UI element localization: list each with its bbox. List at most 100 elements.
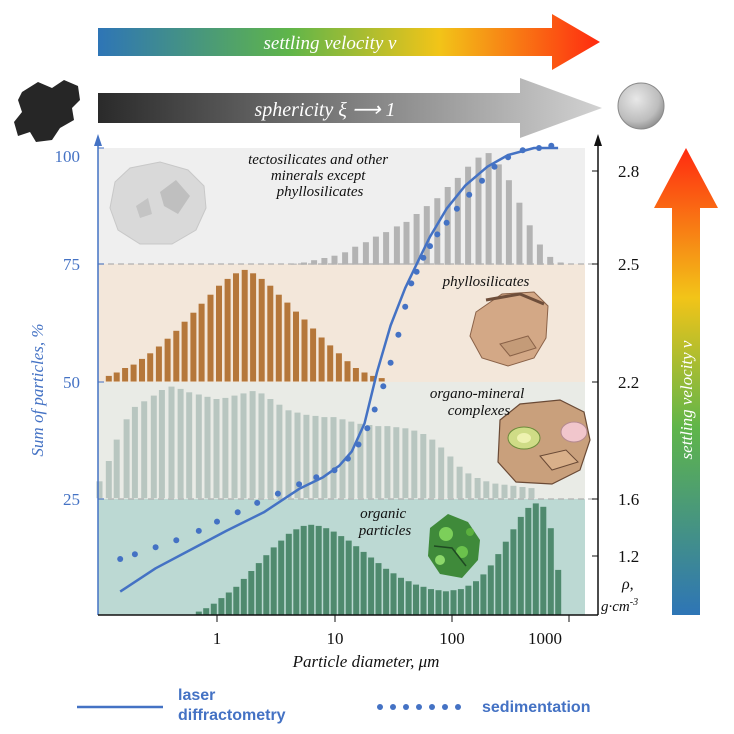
histogram-bar-2-29: [357, 423, 364, 499]
histogram-bar-2-44: [492, 483, 499, 499]
sedimentation-point-17: [387, 359, 394, 366]
histogram-bar-0-9: [383, 232, 390, 265]
histogram-bar-1-29: [352, 368, 359, 382]
histogram-bar-3-2: [210, 603, 217, 615]
histogram-bar-3-40: [495, 554, 502, 615]
histogram-bar-0-17: [465, 166, 472, 265]
histogram-bar-3-28: [405, 581, 412, 615]
histogram-bar-3-5: [233, 586, 240, 615]
histogram-bar-3-23: [368, 557, 375, 615]
right-unit-gcm: g·cm-3: [601, 597, 638, 615]
histogram-bar-3-45: [532, 503, 539, 615]
histogram-bar-1-1: [113, 372, 120, 382]
histogram-bar-0-5: [342, 252, 349, 265]
histogram-bar-2-9: [177, 388, 184, 499]
histogram-bar-3-26: [390, 573, 397, 615]
histogram-bar-2-19: [267, 399, 274, 499]
histogram-bar-3-8: [255, 563, 262, 615]
histogram-bar-2-3: [123, 419, 130, 499]
left-tick-75: 75: [63, 255, 80, 274]
histogram-bar-3-35: [457, 589, 464, 615]
histogram-bar-2-6: [150, 395, 157, 499]
right-tick-2.5: 2.5: [618, 255, 639, 274]
phyllosilicate-mineral-icon: [469, 291, 549, 367]
left-axis-label: Sum of particles, %: [28, 323, 47, 456]
x-tick-1000: 1000: [528, 629, 562, 648]
phyllo-label: phyllosilicates: [442, 274, 530, 290]
histogram-bar-3-24: [375, 563, 382, 615]
histogram-bar-0-8: [372, 236, 379, 265]
sedimentation-point-0: [117, 556, 124, 562]
sedimentation-point-7: [254, 499, 261, 506]
histogram-bar-3-15: [308, 524, 315, 615]
histogram-bar-0-11: [403, 221, 410, 265]
histogram-bar-1-11: [198, 303, 205, 382]
histogram-bar-2-30: [366, 425, 373, 499]
histogram-bar-1-26: [327, 345, 334, 382]
histogram-bar-1-6: [155, 346, 162, 382]
histogram-bar-3-25: [383, 568, 390, 615]
histogram-bar-2-34: [402, 428, 409, 499]
histogram-bar-1-17: [250, 273, 257, 382]
histogram-bar-2-7: [158, 390, 165, 499]
histogram-bar-1-10: [190, 312, 197, 382]
sedimentation-point-10: [313, 474, 320, 481]
histogram-bar-0-18: [475, 157, 482, 265]
histogram-bar-0-25: [547, 256, 554, 265]
histogram-bar-2-39: [447, 456, 454, 499]
histogram-bar-2-46: [510, 485, 517, 499]
histogram-bar-1-12: [207, 294, 214, 382]
settling-velocity-arrow-right: settling velocity v: [654, 148, 718, 615]
histogram-bar-2-38: [438, 447, 445, 499]
histogram-bar-0-20: [495, 164, 502, 265]
histogram-bar-2-16: [240, 393, 247, 499]
histogram-bar-3-46: [540, 506, 547, 615]
histogram-bar-2-33: [393, 427, 400, 499]
right-tick-2.2: 2.2: [618, 373, 639, 392]
histogram-bar-1-20: [275, 294, 282, 382]
histogram-bar-0-1: [301, 262, 307, 265]
histogram-bar-1-24: [310, 328, 317, 382]
histogram-bar-0-3: [321, 258, 328, 265]
histogram-bar-1-23: [301, 319, 308, 382]
sphere-particle-icon: [617, 82, 665, 130]
histogram-bar-3-12: [285, 533, 292, 615]
sedimentation-point-21: [413, 268, 420, 275]
right-tick-1.6: 1.6: [618, 490, 639, 509]
organic-label: organic particles: [358, 506, 412, 539]
organic-particle-icon: [428, 514, 480, 578]
histogram-bar-2-0: [96, 481, 103, 499]
histogram-bar-0-13: [423, 206, 430, 265]
settling-velocity-right-label: settling velocity v: [677, 340, 696, 459]
sedimentation-point-12: [344, 455, 351, 462]
histogram-bar-3-36: [465, 585, 472, 615]
sphericity-label: sphericity ξ ⟶ 1: [254, 99, 395, 121]
histogram-bar-2-42: [474, 478, 481, 499]
histogram-bar-3-37: [473, 581, 479, 615]
settling-velocity-top-label: settling velocity v: [264, 33, 398, 54]
histogram-bar-1-21: [284, 302, 291, 382]
sedimentation-point-1: [131, 551, 138, 558]
histogram-bar-3-16: [315, 525, 322, 615]
histogram-bar-2-22: [294, 412, 301, 499]
histogram-bar-3-43: [517, 516, 524, 615]
histogram-bar-2-31: [375, 426, 382, 499]
histogram-bar-1-25: [318, 337, 325, 382]
histogram-bar-1-15: [233, 273, 239, 382]
histogram-bar-1-32: [378, 378, 385, 382]
right-tick-2.8: 2.8: [618, 162, 639, 181]
histogram-bar-2-25: [321, 417, 328, 499]
histogram-bar-0-10: [393, 226, 400, 265]
histogram-bar-2-26: [330, 417, 337, 499]
sedimentation-point-33: [548, 142, 555, 149]
organo-label: organo-mineral complexes: [430, 386, 528, 419]
histogram-bar-3-38: [480, 574, 487, 615]
sedimentation-point-18: [395, 331, 402, 338]
sedimentation-point-15: [371, 406, 378, 413]
histogram-bar-0-2: [311, 260, 318, 265]
sedimentation-point-2: [152, 544, 159, 551]
histogram-bar-3-41: [502, 541, 509, 615]
histogram-bar-0-15: [444, 187, 451, 265]
legend: laser diffractometry sedimentation: [77, 687, 590, 724]
histogram-bar-2-48: [528, 488, 535, 499]
